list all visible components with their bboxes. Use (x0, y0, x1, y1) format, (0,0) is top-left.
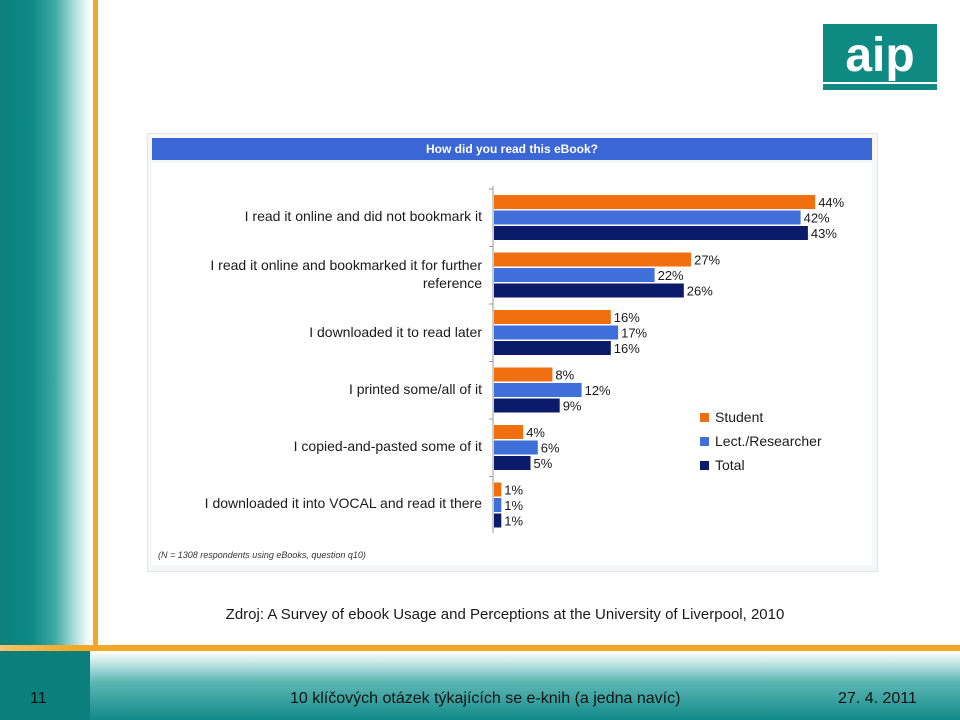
chart-footnote: (N = 1308 respondents using eBooks, ques… (158, 550, 366, 560)
left-teal-band (0, 0, 90, 720)
orange-vertical-line (93, 0, 98, 720)
legend-swatch (700, 412, 709, 422)
legend-label: Student (715, 409, 764, 425)
legend-label: Lect./Researcher (715, 433, 822, 449)
footer-date: 27. 4. 2011 (838, 690, 917, 707)
legend-swatch (700, 460, 709, 470)
category-label: I downloaded it to read later (309, 324, 482, 340)
category-label: I copied-and-pasted some of it (293, 438, 482, 454)
category-label: I read it online and did not bookmark it (244, 208, 482, 224)
category-label: I read it online and bookmarked it for f… (210, 257, 482, 291)
category-label: I printed some/all of it (348, 381, 482, 397)
footer-title: 10 klíčových otázek týkajících se e-knih… (290, 690, 681, 707)
legend-item: Student (700, 405, 822, 429)
chart-title: How did you read this eBook? (152, 138, 872, 160)
footer-left-block (0, 651, 90, 720)
legend-swatch (700, 436, 709, 446)
aip-logo: aip (823, 24, 937, 90)
orange-horizontal-line (0, 645, 960, 651)
chart-legend: Student Lect./Researcher Total (700, 405, 822, 477)
legend-label: Total (715, 457, 745, 473)
category-label: I downloaded it into VOCAL and read it t… (204, 495, 482, 511)
footer-band (0, 651, 960, 720)
slide-number: 11 (30, 690, 47, 707)
svg-text:aip: aip (845, 29, 914, 82)
legend-item: Total (700, 453, 822, 477)
source-citation: Zdroj: A Survey of ebook Usage and Perce… (225, 606, 785, 623)
legend-item: Lect./Researcher (700, 429, 822, 453)
